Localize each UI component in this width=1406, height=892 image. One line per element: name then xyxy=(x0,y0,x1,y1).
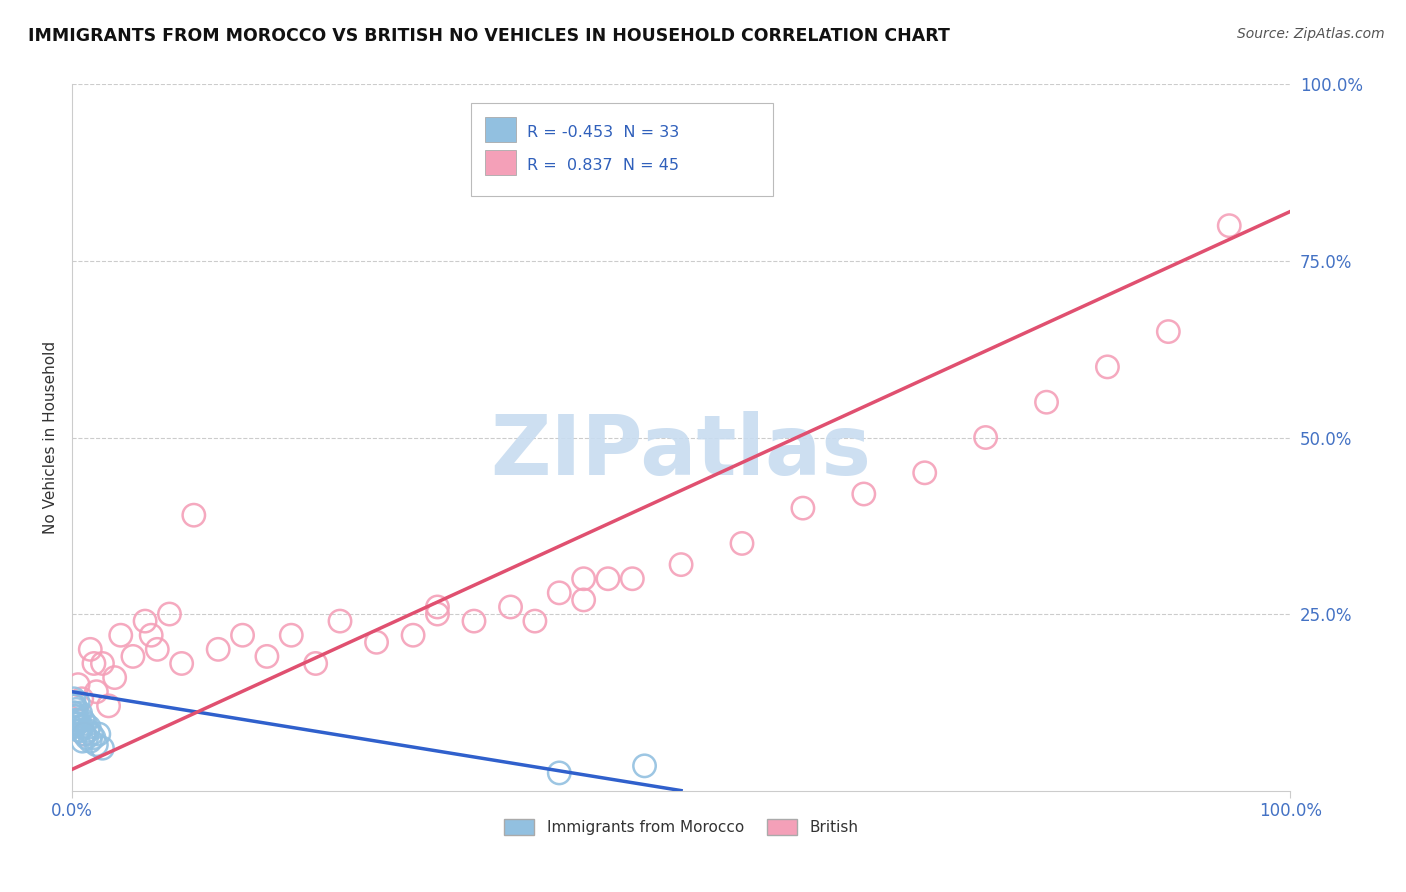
Point xyxy=(62,706,84,720)
Point xyxy=(207,642,229,657)
Point xyxy=(87,727,110,741)
Point xyxy=(1157,325,1180,339)
Point xyxy=(621,572,644,586)
Text: R =  0.837  N = 45: R = 0.837 N = 45 xyxy=(527,158,679,172)
Point xyxy=(914,466,936,480)
Point xyxy=(62,698,84,713)
Text: R = -0.453  N = 33: R = -0.453 N = 33 xyxy=(527,125,679,139)
Legend: Immigrants from Morocco, British: Immigrants from Morocco, British xyxy=(496,812,866,843)
Point xyxy=(633,759,655,773)
Point xyxy=(426,607,449,621)
Point xyxy=(170,657,193,671)
Point xyxy=(76,723,98,738)
Text: Source: ZipAtlas.com: Source: ZipAtlas.com xyxy=(1237,27,1385,41)
Point xyxy=(426,599,449,614)
Point xyxy=(63,698,86,713)
Point xyxy=(548,766,571,780)
Point xyxy=(792,501,814,516)
Point xyxy=(73,727,96,741)
Point xyxy=(65,716,87,731)
Point xyxy=(572,572,595,586)
Point xyxy=(67,695,90,709)
Point xyxy=(669,558,692,572)
Point xyxy=(1218,219,1240,233)
Point xyxy=(83,731,105,745)
Point xyxy=(146,642,169,657)
Point xyxy=(75,716,97,731)
Text: IMMIGRANTS FROM MOROCCO VS BRITISH NO VEHICLES IN HOUSEHOLD CORRELATION CHART: IMMIGRANTS FROM MOROCCO VS BRITISH NO VE… xyxy=(28,27,950,45)
Point xyxy=(366,635,388,649)
Point xyxy=(256,649,278,664)
Point xyxy=(97,698,120,713)
Point xyxy=(86,738,108,752)
Point xyxy=(134,614,156,628)
Point xyxy=(141,628,163,642)
Point xyxy=(79,642,101,657)
Point xyxy=(72,713,94,727)
Point xyxy=(159,607,181,621)
Point xyxy=(91,741,114,756)
Point xyxy=(67,723,90,738)
Point xyxy=(91,657,114,671)
Point xyxy=(974,430,997,444)
Point xyxy=(304,657,326,671)
Point xyxy=(62,720,84,734)
Point xyxy=(596,572,619,586)
Point xyxy=(76,731,98,745)
Point xyxy=(70,720,93,734)
Point xyxy=(122,649,145,664)
Point xyxy=(67,678,90,692)
Point xyxy=(67,713,90,727)
Point xyxy=(572,593,595,607)
Point xyxy=(86,684,108,698)
Point xyxy=(463,614,485,628)
Point xyxy=(731,536,754,550)
Point xyxy=(232,628,254,642)
Point xyxy=(63,706,86,720)
Point xyxy=(1035,395,1057,409)
Point xyxy=(77,720,100,734)
Point xyxy=(280,628,302,642)
Point xyxy=(402,628,425,642)
Point xyxy=(1097,359,1119,374)
Point xyxy=(70,691,93,706)
Point xyxy=(66,713,89,727)
Point xyxy=(65,709,87,723)
Point xyxy=(73,727,96,741)
Point xyxy=(69,723,91,738)
Point xyxy=(65,702,87,716)
Point xyxy=(852,487,875,501)
Point xyxy=(80,727,103,741)
Y-axis label: No Vehicles in Household: No Vehicles in Household xyxy=(44,341,58,534)
Point xyxy=(83,657,105,671)
Point xyxy=(63,691,86,706)
Point xyxy=(72,734,94,748)
Text: ZIPatlas: ZIPatlas xyxy=(491,411,872,492)
Point xyxy=(79,734,101,748)
Point xyxy=(104,671,127,685)
Point xyxy=(63,709,86,723)
Point xyxy=(499,599,522,614)
Point xyxy=(329,614,352,628)
Point xyxy=(110,628,132,642)
Point xyxy=(69,706,91,720)
Point xyxy=(183,508,205,523)
Point xyxy=(548,586,571,600)
Point xyxy=(523,614,546,628)
Point xyxy=(66,716,89,731)
